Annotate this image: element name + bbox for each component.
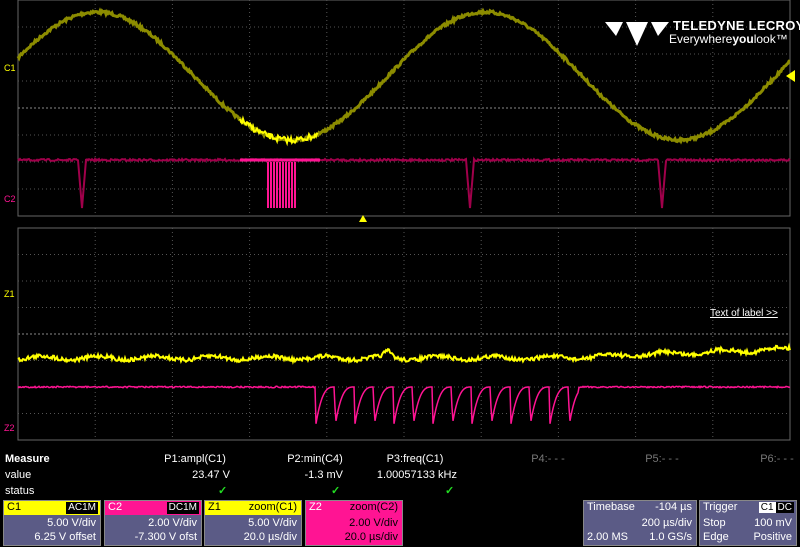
trigger-level-marker (786, 70, 795, 82)
waveform-area (16, 0, 795, 441)
zoom-box[interactable]: Z1 zoom(C1) 5.00 V/div 20.0 µs/div (204, 500, 302, 546)
logo-tagline-part: you (732, 32, 754, 46)
timebase-delay: -104 µs (655, 501, 692, 513)
trace-label: Z1 (4, 289, 15, 299)
trace-c1 (16, 7, 791, 145)
channel-name: C1 (7, 501, 22, 513)
logo-icon (605, 22, 623, 36)
timebase-rate: 1.0 GS/s (649, 531, 692, 543)
trace-z1 (17, 342, 791, 365)
param-name: P4:- - - (531, 453, 565, 465)
param-value: 1.00057133 kHz (376, 469, 457, 481)
measure-title: Measure (5, 453, 50, 465)
zoom-time: 20.0 µs/div (344, 531, 398, 543)
channel-scale: 5.00 V/div (47, 517, 96, 529)
param-name: P5:- - - (645, 453, 679, 465)
zoom-time: 20.0 µs/div (243, 531, 297, 543)
timebase-title: Timebase (587, 501, 635, 513)
param-value: -1.3 mV (304, 469, 343, 481)
zoom-scale: 5.00 V/div (248, 517, 297, 529)
trace-c2 (17, 156, 791, 209)
param-status: ✓ (218, 485, 228, 497)
param-name: P1:ampl(C1) (164, 453, 226, 465)
logo-brand: TELEDYNE LECROY (673, 18, 800, 33)
trigger-mode: Stop (703, 517, 726, 529)
zoom-source: zoom(C2) (349, 501, 398, 513)
trace-c1-highlight (239, 115, 319, 147)
logo-icon (651, 22, 669, 36)
param-name: P6:- - - (760, 453, 794, 465)
channel-scale: 2.00 V/div (148, 517, 197, 529)
logo-icon (626, 22, 648, 46)
channel-box[interactable]: C1 AC1M 5.00 V/div 6.25 V offset (3, 500, 101, 546)
zoom-name: Z1 (208, 501, 221, 513)
trigger-coupling: DC (775, 502, 794, 513)
trigger-type: Edge (703, 531, 729, 543)
trace-label: C1 (4, 63, 16, 73)
channel-offset: -7.300 V ofst (134, 531, 197, 543)
measure-row-label: value (5, 469, 32, 481)
waveforms (16, 7, 791, 424)
channel-offset: 6.25 V offset (34, 531, 96, 543)
grid (17, 0, 791, 441)
param-name: P2:min(C4) (287, 453, 343, 465)
trigger-slope: Positive (753, 531, 792, 543)
logo-tagline: Everywhereyoulook™ (669, 33, 788, 46)
zoom-source: zoom(C1) (248, 501, 297, 513)
logo-tagline-part: look™ (753, 32, 788, 46)
param-name: P3:freq(C1) (386, 453, 444, 465)
zoom-name: Z2 (309, 501, 322, 513)
trigger-position-marker (359, 215, 367, 222)
trace-z2 (17, 385, 791, 424)
timebase-box[interactable]: Timebase -104 µs 200 µs/div 2.00 MS 1.0 GS/… (583, 500, 697, 546)
trigger-title: Trigger (703, 501, 738, 513)
measure-row-label: status (5, 485, 35, 497)
label-text[interactable]: Text of label >> (710, 308, 778, 319)
trigger-source: C1 (758, 502, 776, 513)
channel-name: C2 (108, 501, 123, 513)
channel-box[interactable]: C2 DC1M 2.00 V/div -7.300 V ofst (104, 500, 202, 546)
trigger-level: 100 mV (754, 517, 792, 529)
param-value: 23.47 V (192, 469, 230, 481)
timebase-samples: 2.00 MS (587, 531, 628, 543)
zoom-scale: 2.00 V/div (349, 517, 398, 529)
trace-label: C2 (4, 194, 16, 204)
trigger-box[interactable]: Trigger C1 DC Stop 100 mV Edge Positive (699, 500, 797, 546)
zoom-box[interactable]: Z2 zoom(C2) 2.00 V/div 20.0 µs/div (305, 500, 403, 546)
logo-tagline-part: Everywhere (669, 32, 733, 46)
param-status: ✓ (331, 485, 341, 497)
channel-coupling: DC1M (166, 502, 199, 514)
param-status: ✓ (445, 485, 455, 497)
trace-label: Z2 (4, 423, 15, 433)
timebase-scale: 200 µs/div (641, 517, 692, 529)
channel-coupling: AC1M (66, 502, 98, 514)
